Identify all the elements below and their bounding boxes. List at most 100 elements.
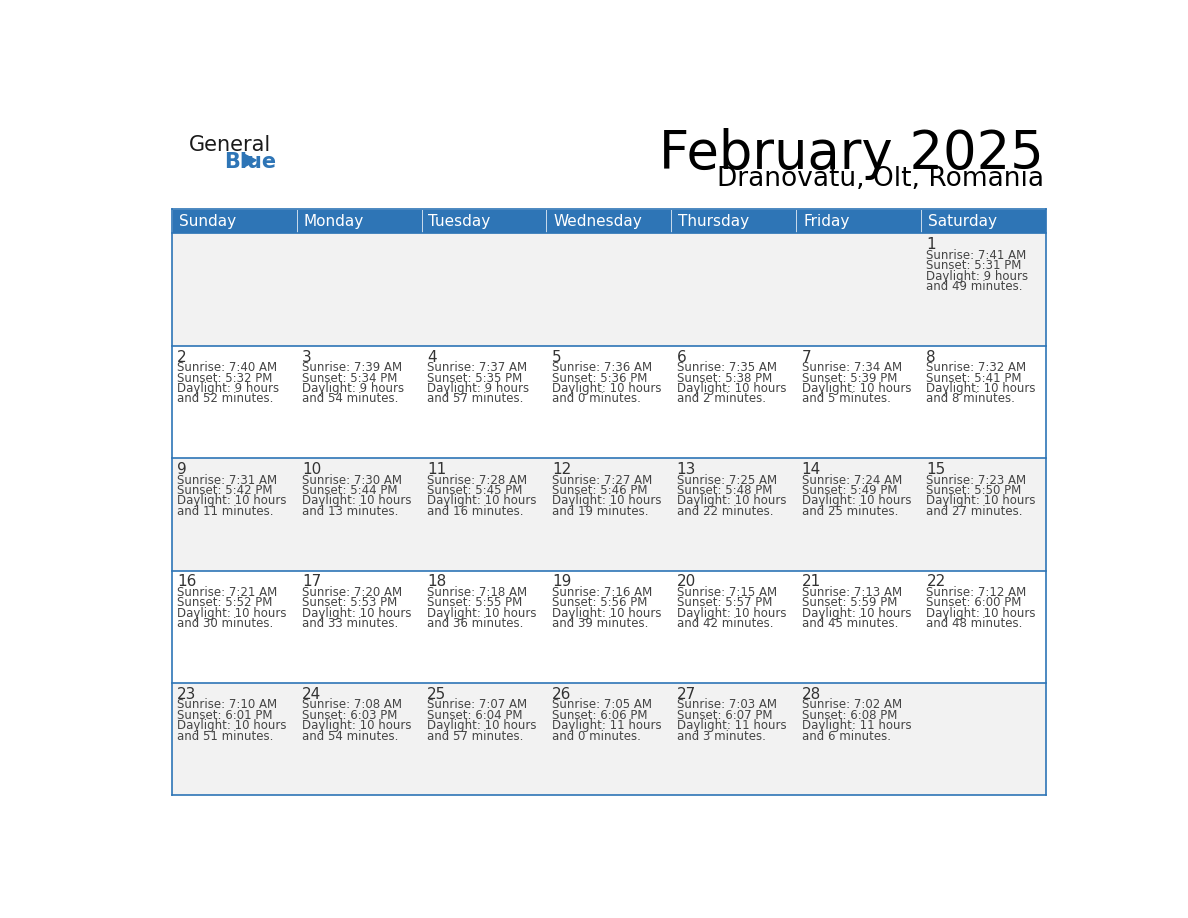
Text: Daylight: 10 hours: Daylight: 10 hours xyxy=(302,495,411,508)
Text: and 13 minutes.: and 13 minutes. xyxy=(302,505,398,518)
Bar xyxy=(172,571,1045,683)
Text: Daylight: 9 hours: Daylight: 9 hours xyxy=(177,382,279,395)
Text: 19: 19 xyxy=(552,575,571,589)
Text: Friday: Friday xyxy=(803,214,849,229)
Text: Sunset: 5:49 PM: Sunset: 5:49 PM xyxy=(802,484,897,497)
Text: and 0 minutes.: and 0 minutes. xyxy=(552,730,640,743)
Bar xyxy=(921,208,1045,233)
Text: Daylight: 10 hours: Daylight: 10 hours xyxy=(177,495,286,508)
Text: Wednesday: Wednesday xyxy=(554,214,643,229)
Text: 2: 2 xyxy=(177,350,187,364)
Text: and 45 minutes.: and 45 minutes. xyxy=(802,617,898,630)
Text: General: General xyxy=(189,135,271,155)
Text: 26: 26 xyxy=(552,687,571,702)
Text: and 51 minutes.: and 51 minutes. xyxy=(177,730,273,743)
Text: Daylight: 9 hours: Daylight: 9 hours xyxy=(426,382,529,395)
Text: Daylight: 10 hours: Daylight: 10 hours xyxy=(677,382,786,395)
Text: Daylight: 10 hours: Daylight: 10 hours xyxy=(177,719,286,733)
Text: Sunset: 5:41 PM: Sunset: 5:41 PM xyxy=(927,372,1022,385)
Text: Sunset: 5:50 PM: Sunset: 5:50 PM xyxy=(927,484,1022,497)
Bar xyxy=(796,208,921,233)
Text: February 2025: February 2025 xyxy=(659,128,1043,180)
Text: Sunrise: 7:21 AM: Sunrise: 7:21 AM xyxy=(177,586,278,599)
Text: Daylight: 10 hours: Daylight: 10 hours xyxy=(552,382,662,395)
Text: Daylight: 10 hours: Daylight: 10 hours xyxy=(927,607,1036,620)
Text: Sunset: 6:07 PM: Sunset: 6:07 PM xyxy=(677,709,772,722)
Text: 12: 12 xyxy=(552,462,571,477)
Text: Sunset: 5:45 PM: Sunset: 5:45 PM xyxy=(426,484,523,497)
Text: Sunrise: 7:40 AM: Sunrise: 7:40 AM xyxy=(177,361,277,375)
Text: Sunset: 6:00 PM: Sunset: 6:00 PM xyxy=(927,597,1022,610)
Text: Sunset: 5:52 PM: Sunset: 5:52 PM xyxy=(177,597,272,610)
Text: Daylight: 10 hours: Daylight: 10 hours xyxy=(552,495,662,508)
Text: 23: 23 xyxy=(177,687,196,702)
Text: Daylight: 10 hours: Daylight: 10 hours xyxy=(426,495,537,508)
Text: 13: 13 xyxy=(677,462,696,477)
Text: 1: 1 xyxy=(927,237,936,252)
Text: Sunset: 5:46 PM: Sunset: 5:46 PM xyxy=(552,484,647,497)
Bar xyxy=(546,208,671,233)
Text: Daylight: 9 hours: Daylight: 9 hours xyxy=(927,270,1029,283)
Text: Sunrise: 7:03 AM: Sunrise: 7:03 AM xyxy=(677,699,777,711)
Text: Sunrise: 7:28 AM: Sunrise: 7:28 AM xyxy=(426,474,527,487)
Text: and 30 minutes.: and 30 minutes. xyxy=(177,617,273,630)
Text: Daylight: 10 hours: Daylight: 10 hours xyxy=(802,495,911,508)
Text: and 54 minutes.: and 54 minutes. xyxy=(302,730,398,743)
Text: Sunrise: 7:08 AM: Sunrise: 7:08 AM xyxy=(302,699,402,711)
Text: and 16 minutes.: and 16 minutes. xyxy=(426,505,524,518)
Text: and 11 minutes.: and 11 minutes. xyxy=(177,505,273,518)
Text: Sunset: 5:55 PM: Sunset: 5:55 PM xyxy=(426,597,523,610)
Text: Sunset: 5:42 PM: Sunset: 5:42 PM xyxy=(177,484,273,497)
Text: 22: 22 xyxy=(927,575,946,589)
Text: Sunset: 5:59 PM: Sunset: 5:59 PM xyxy=(802,597,897,610)
Text: Sunday: Sunday xyxy=(178,214,236,229)
Text: and 8 minutes.: and 8 minutes. xyxy=(927,392,1016,406)
Text: Sunset: 5:48 PM: Sunset: 5:48 PM xyxy=(677,484,772,497)
Text: and 19 minutes.: and 19 minutes. xyxy=(552,505,649,518)
Text: 5: 5 xyxy=(552,350,562,364)
Text: Tuesday: Tuesday xyxy=(429,214,491,229)
Text: Sunset: 5:38 PM: Sunset: 5:38 PM xyxy=(677,372,772,385)
Text: and 42 minutes.: and 42 minutes. xyxy=(677,617,773,630)
Text: and 48 minutes.: and 48 minutes. xyxy=(927,617,1023,630)
Text: Sunset: 6:03 PM: Sunset: 6:03 PM xyxy=(302,709,398,722)
Text: Daylight: 10 hours: Daylight: 10 hours xyxy=(302,607,411,620)
Text: Sunrise: 7:15 AM: Sunrise: 7:15 AM xyxy=(677,586,777,599)
Text: Sunrise: 7:23 AM: Sunrise: 7:23 AM xyxy=(927,474,1026,487)
Text: 15: 15 xyxy=(927,462,946,477)
Text: and 54 minutes.: and 54 minutes. xyxy=(302,392,398,406)
Text: Sunset: 5:44 PM: Sunset: 5:44 PM xyxy=(302,484,398,497)
Bar xyxy=(172,683,1045,796)
Text: and 39 minutes.: and 39 minutes. xyxy=(552,617,649,630)
Text: Sunrise: 7:27 AM: Sunrise: 7:27 AM xyxy=(552,474,652,487)
Bar xyxy=(172,458,1045,571)
Text: Sunrise: 7:25 AM: Sunrise: 7:25 AM xyxy=(677,474,777,487)
Text: Sunrise: 7:13 AM: Sunrise: 7:13 AM xyxy=(802,586,902,599)
Text: Sunset: 6:04 PM: Sunset: 6:04 PM xyxy=(426,709,523,722)
Text: and 36 minutes.: and 36 minutes. xyxy=(426,617,524,630)
Text: 27: 27 xyxy=(677,687,696,702)
Text: Sunrise: 7:18 AM: Sunrise: 7:18 AM xyxy=(426,586,527,599)
Text: Sunset: 6:06 PM: Sunset: 6:06 PM xyxy=(552,709,647,722)
Text: Daylight: 10 hours: Daylight: 10 hours xyxy=(927,382,1036,395)
Text: and 5 minutes.: and 5 minutes. xyxy=(802,392,891,406)
Text: and 27 minutes.: and 27 minutes. xyxy=(927,505,1023,518)
Text: 20: 20 xyxy=(677,575,696,589)
Text: Dranovatu, Olt, Romania: Dranovatu, Olt, Romania xyxy=(716,166,1043,193)
Text: Sunset: 6:08 PM: Sunset: 6:08 PM xyxy=(802,709,897,722)
Text: Sunset: 5:35 PM: Sunset: 5:35 PM xyxy=(426,372,523,385)
Text: Sunrise: 7:24 AM: Sunrise: 7:24 AM xyxy=(802,474,902,487)
Text: and 25 minutes.: and 25 minutes. xyxy=(802,505,898,518)
Text: Daylight: 9 hours: Daylight: 9 hours xyxy=(302,382,404,395)
Text: and 6 minutes.: and 6 minutes. xyxy=(802,730,891,743)
Text: and 49 minutes.: and 49 minutes. xyxy=(927,280,1023,293)
Text: Thursday: Thursday xyxy=(678,214,750,229)
Text: 3: 3 xyxy=(302,350,311,364)
Text: Sunrise: 7:39 AM: Sunrise: 7:39 AM xyxy=(302,361,403,375)
Text: Daylight: 11 hours: Daylight: 11 hours xyxy=(552,719,662,733)
Text: Sunrise: 7:34 AM: Sunrise: 7:34 AM xyxy=(802,361,902,375)
Text: 21: 21 xyxy=(802,575,821,589)
Text: Sunrise: 7:31 AM: Sunrise: 7:31 AM xyxy=(177,474,277,487)
Bar xyxy=(671,208,796,233)
Text: Daylight: 10 hours: Daylight: 10 hours xyxy=(802,607,911,620)
